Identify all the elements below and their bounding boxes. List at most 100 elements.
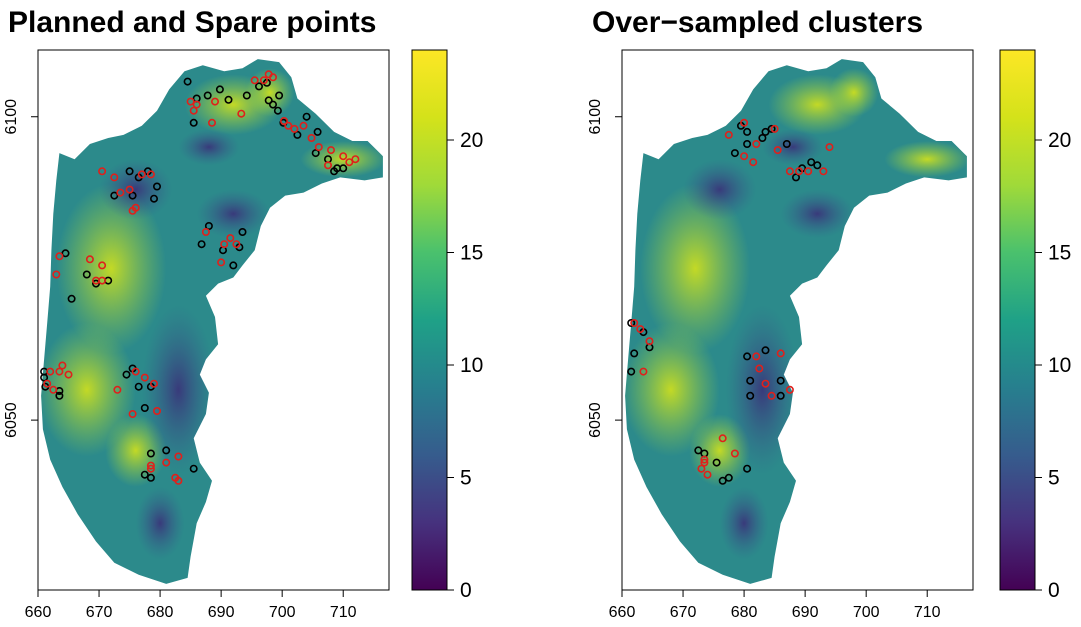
- planned-point: [242, 91, 251, 100]
- series-planned: [40, 77, 348, 482]
- spare-point: [752, 140, 761, 149]
- planned-point: [776, 376, 785, 385]
- planned-point: [807, 158, 816, 167]
- y-tick-label: 6100: [587, 99, 604, 135]
- spare-point: [323, 161, 332, 170]
- spare-point: [773, 146, 782, 155]
- spare-point: [639, 367, 648, 376]
- spare-point: [232, 240, 241, 249]
- colorbar-gradient: [411, 49, 448, 591]
- colorbar: 0 5 10 15 20: [999, 49, 1071, 602]
- planned-point: [189, 464, 198, 473]
- planned-point: [255, 82, 264, 91]
- spare-point: [825, 143, 834, 152]
- spare-point: [290, 124, 299, 133]
- x-tick-label: 700: [853, 604, 880, 621]
- planned-point: [761, 127, 770, 136]
- spare-point: [217, 258, 226, 267]
- spare-point: [146, 170, 155, 179]
- y-tick-label: 6100: [3, 99, 20, 135]
- planned-point: [627, 367, 636, 376]
- planned-point: [718, 476, 727, 485]
- spare-point: [307, 134, 316, 143]
- spare-point: [339, 152, 348, 161]
- planned-point: [140, 403, 149, 412]
- x-tick-label: 680: [731, 604, 758, 621]
- planned-point: [197, 240, 206, 249]
- spare-point: [201, 228, 210, 237]
- planned-point: [146, 473, 155, 482]
- planned-point: [743, 464, 752, 473]
- planned-point: [813, 161, 822, 170]
- spare-point: [645, 337, 654, 346]
- spare-point: [128, 206, 137, 215]
- spare-point: [98, 167, 107, 176]
- spare-point: [153, 406, 162, 415]
- x-tick-label: 670: [86, 604, 113, 621]
- spare-point: [43, 379, 52, 388]
- planned-point: [204, 222, 213, 231]
- x-tick-label: 670: [670, 604, 697, 621]
- planned-point: [743, 140, 752, 149]
- planned-point: [264, 96, 273, 105]
- planned-point: [630, 349, 639, 358]
- x-tick-label: 710: [914, 604, 941, 621]
- spare-point: [794, 167, 803, 176]
- chart-title-planned-spare: Planned and Spare points: [8, 6, 377, 39]
- spare-point: [761, 379, 770, 388]
- planned-point: [746, 391, 755, 400]
- spare-point: [636, 325, 645, 334]
- colorbar-gradient: [999, 49, 1036, 591]
- colorbar-tick-label: 15: [460, 242, 483, 265]
- spare-point: [186, 97, 195, 106]
- planned-point: [273, 106, 282, 115]
- spare-point: [776, 349, 785, 358]
- spare-point: [174, 476, 183, 485]
- planned-point: [293, 130, 302, 139]
- spare-point: [174, 452, 183, 461]
- colorbar-tick-label: 5: [1048, 467, 1060, 490]
- planned-point: [746, 376, 755, 385]
- planned-point: [40, 373, 49, 382]
- planned-point: [275, 91, 284, 100]
- x-tick-label: 680: [147, 604, 174, 621]
- spare-point: [314, 143, 323, 152]
- spare-point: [98, 276, 107, 285]
- x-tick-label: 660: [25, 604, 52, 621]
- chart-title-oversampled: Over−sampled clusters: [592, 6, 924, 39]
- map-panel-right: 660 670 680 690 700 710 6050 6100: [587, 49, 974, 621]
- planned-point: [791, 173, 800, 182]
- planned-point: [92, 279, 101, 288]
- spare-point: [226, 234, 235, 243]
- spare-point: [785, 385, 794, 394]
- spare-point: [630, 318, 639, 327]
- planned-point: [694, 446, 703, 455]
- planned-point: [82, 270, 91, 279]
- spare-point: [804, 167, 813, 176]
- planned-point: [229, 261, 238, 270]
- planned-point: [712, 458, 721, 467]
- spare-point: [192, 100, 201, 109]
- spare-point: [237, 109, 246, 118]
- series-spare: [43, 70, 360, 485]
- spare-point: [351, 155, 360, 164]
- spare-point: [52, 270, 61, 279]
- plot-frame: [621, 49, 974, 591]
- planned-point: [627, 318, 636, 327]
- spare-point: [730, 449, 739, 458]
- spare-point: [740, 118, 749, 127]
- planned-point: [339, 164, 348, 173]
- series-planned: [627, 121, 822, 485]
- planned-point: [238, 228, 247, 237]
- spare-point: [749, 158, 758, 167]
- spare-point: [125, 185, 134, 194]
- spare-point: [268, 73, 277, 82]
- spare-point: [116, 188, 125, 197]
- colorbar-tick-label: 20: [1048, 129, 1071, 152]
- spare-point: [724, 130, 733, 139]
- spare-point: [299, 121, 308, 130]
- spare-point: [211, 97, 220, 106]
- raster-region: [625, 59, 967, 584]
- raster-region: [41, 59, 383, 584]
